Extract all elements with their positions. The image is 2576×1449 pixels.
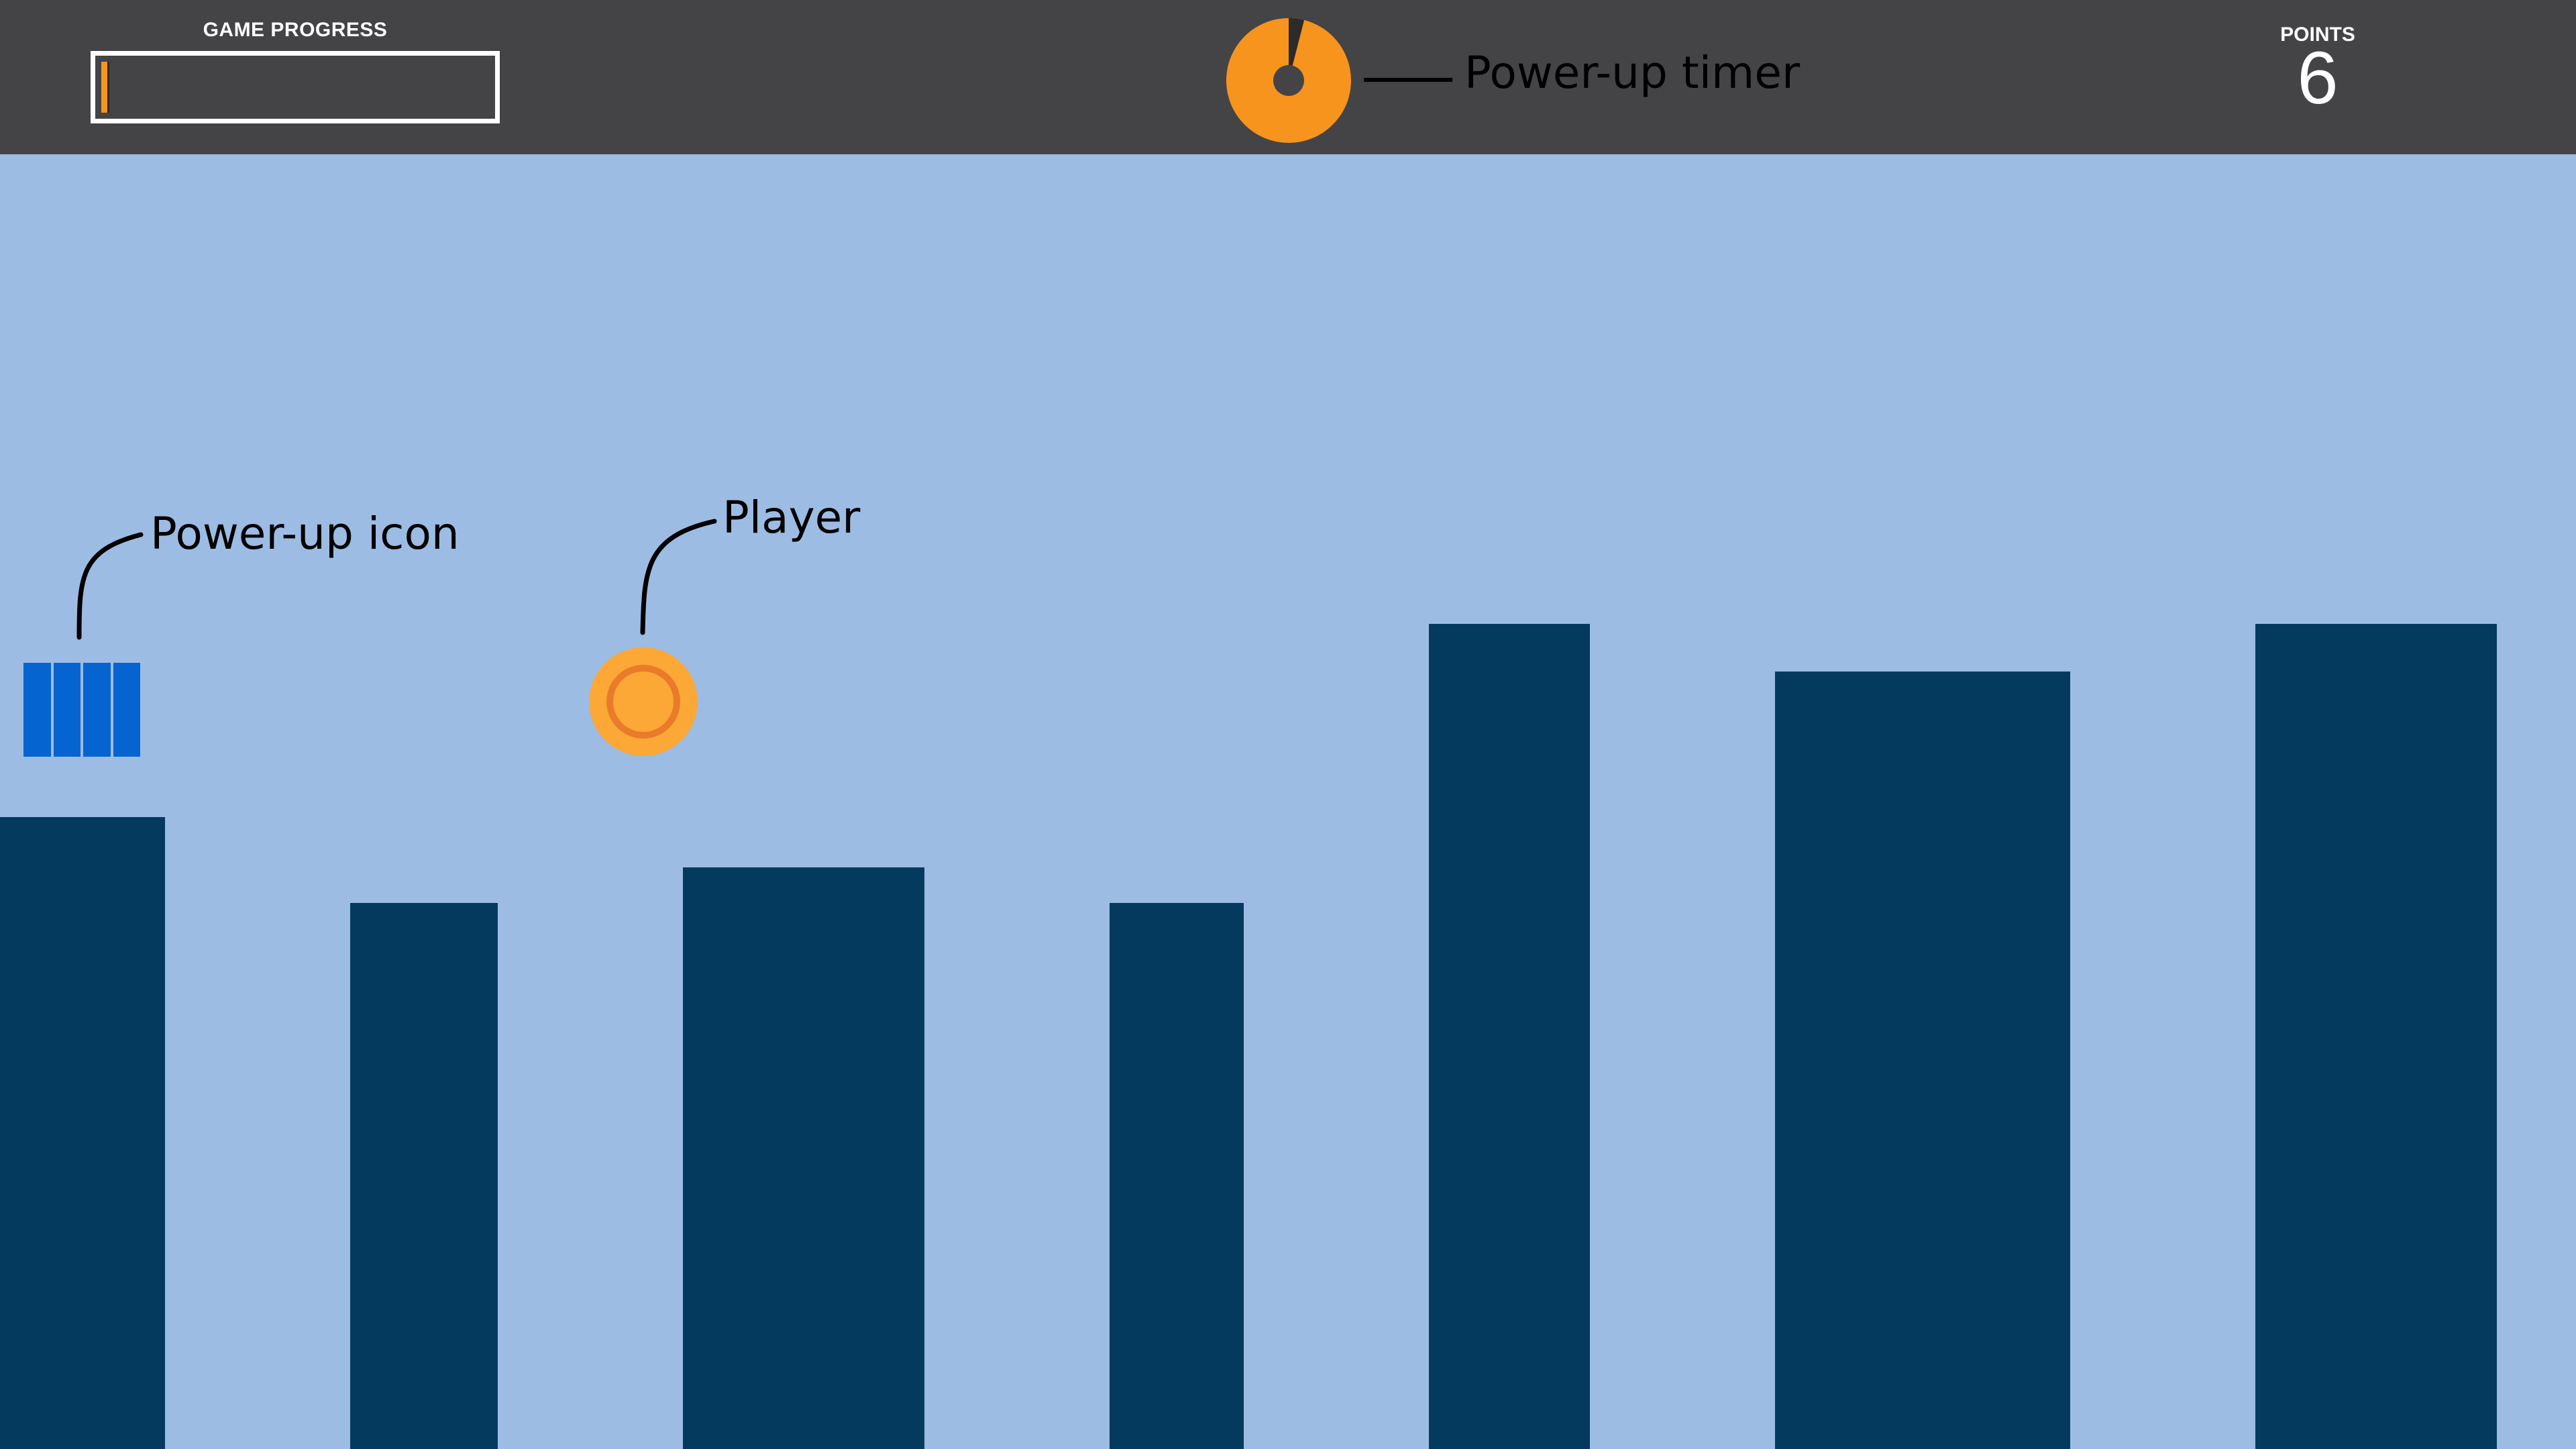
game-progress-fill — [101, 62, 109, 113]
pillar — [1110, 903, 1244, 1449]
pillar — [0, 817, 165, 1449]
pie-timer-icon — [1226, 18, 1351, 143]
pillar — [350, 903, 498, 1449]
hud-bar: GAME PROGRESS Power-up timer POINTS 6 — [0, 0, 2576, 154]
points-label: POINTS — [2280, 23, 2355, 46]
powerup-cell — [113, 663, 140, 757]
player-callout-label: Player — [722, 492, 861, 543]
timer-callout-line — [1364, 78, 1452, 82]
powerup-cell — [53, 663, 80, 757]
pillar — [683, 867, 924, 1449]
pillar — [2255, 624, 2497, 1449]
powerup-cell — [23, 663, 51, 757]
orange-ball-icon[interactable] — [589, 647, 698, 756]
powerup-callout-label: Power-up icon — [150, 508, 460, 559]
game-progress-label: GAME PROGRESS — [203, 19, 388, 41]
player-ring — [606, 665, 680, 739]
points-value: 6 — [2297, 37, 2339, 119]
pillar — [1775, 672, 2070, 1449]
timer-callout-label: Power-up timer — [1464, 47, 1801, 99]
battery-cells-icon[interactable] — [23, 663, 140, 757]
player-callout-line — [640, 519, 717, 635]
powerup-callout-line — [76, 532, 144, 640]
pillar — [1429, 624, 1590, 1449]
powerup-cell — [83, 663, 111, 757]
game-progress-bar — [91, 51, 500, 123]
